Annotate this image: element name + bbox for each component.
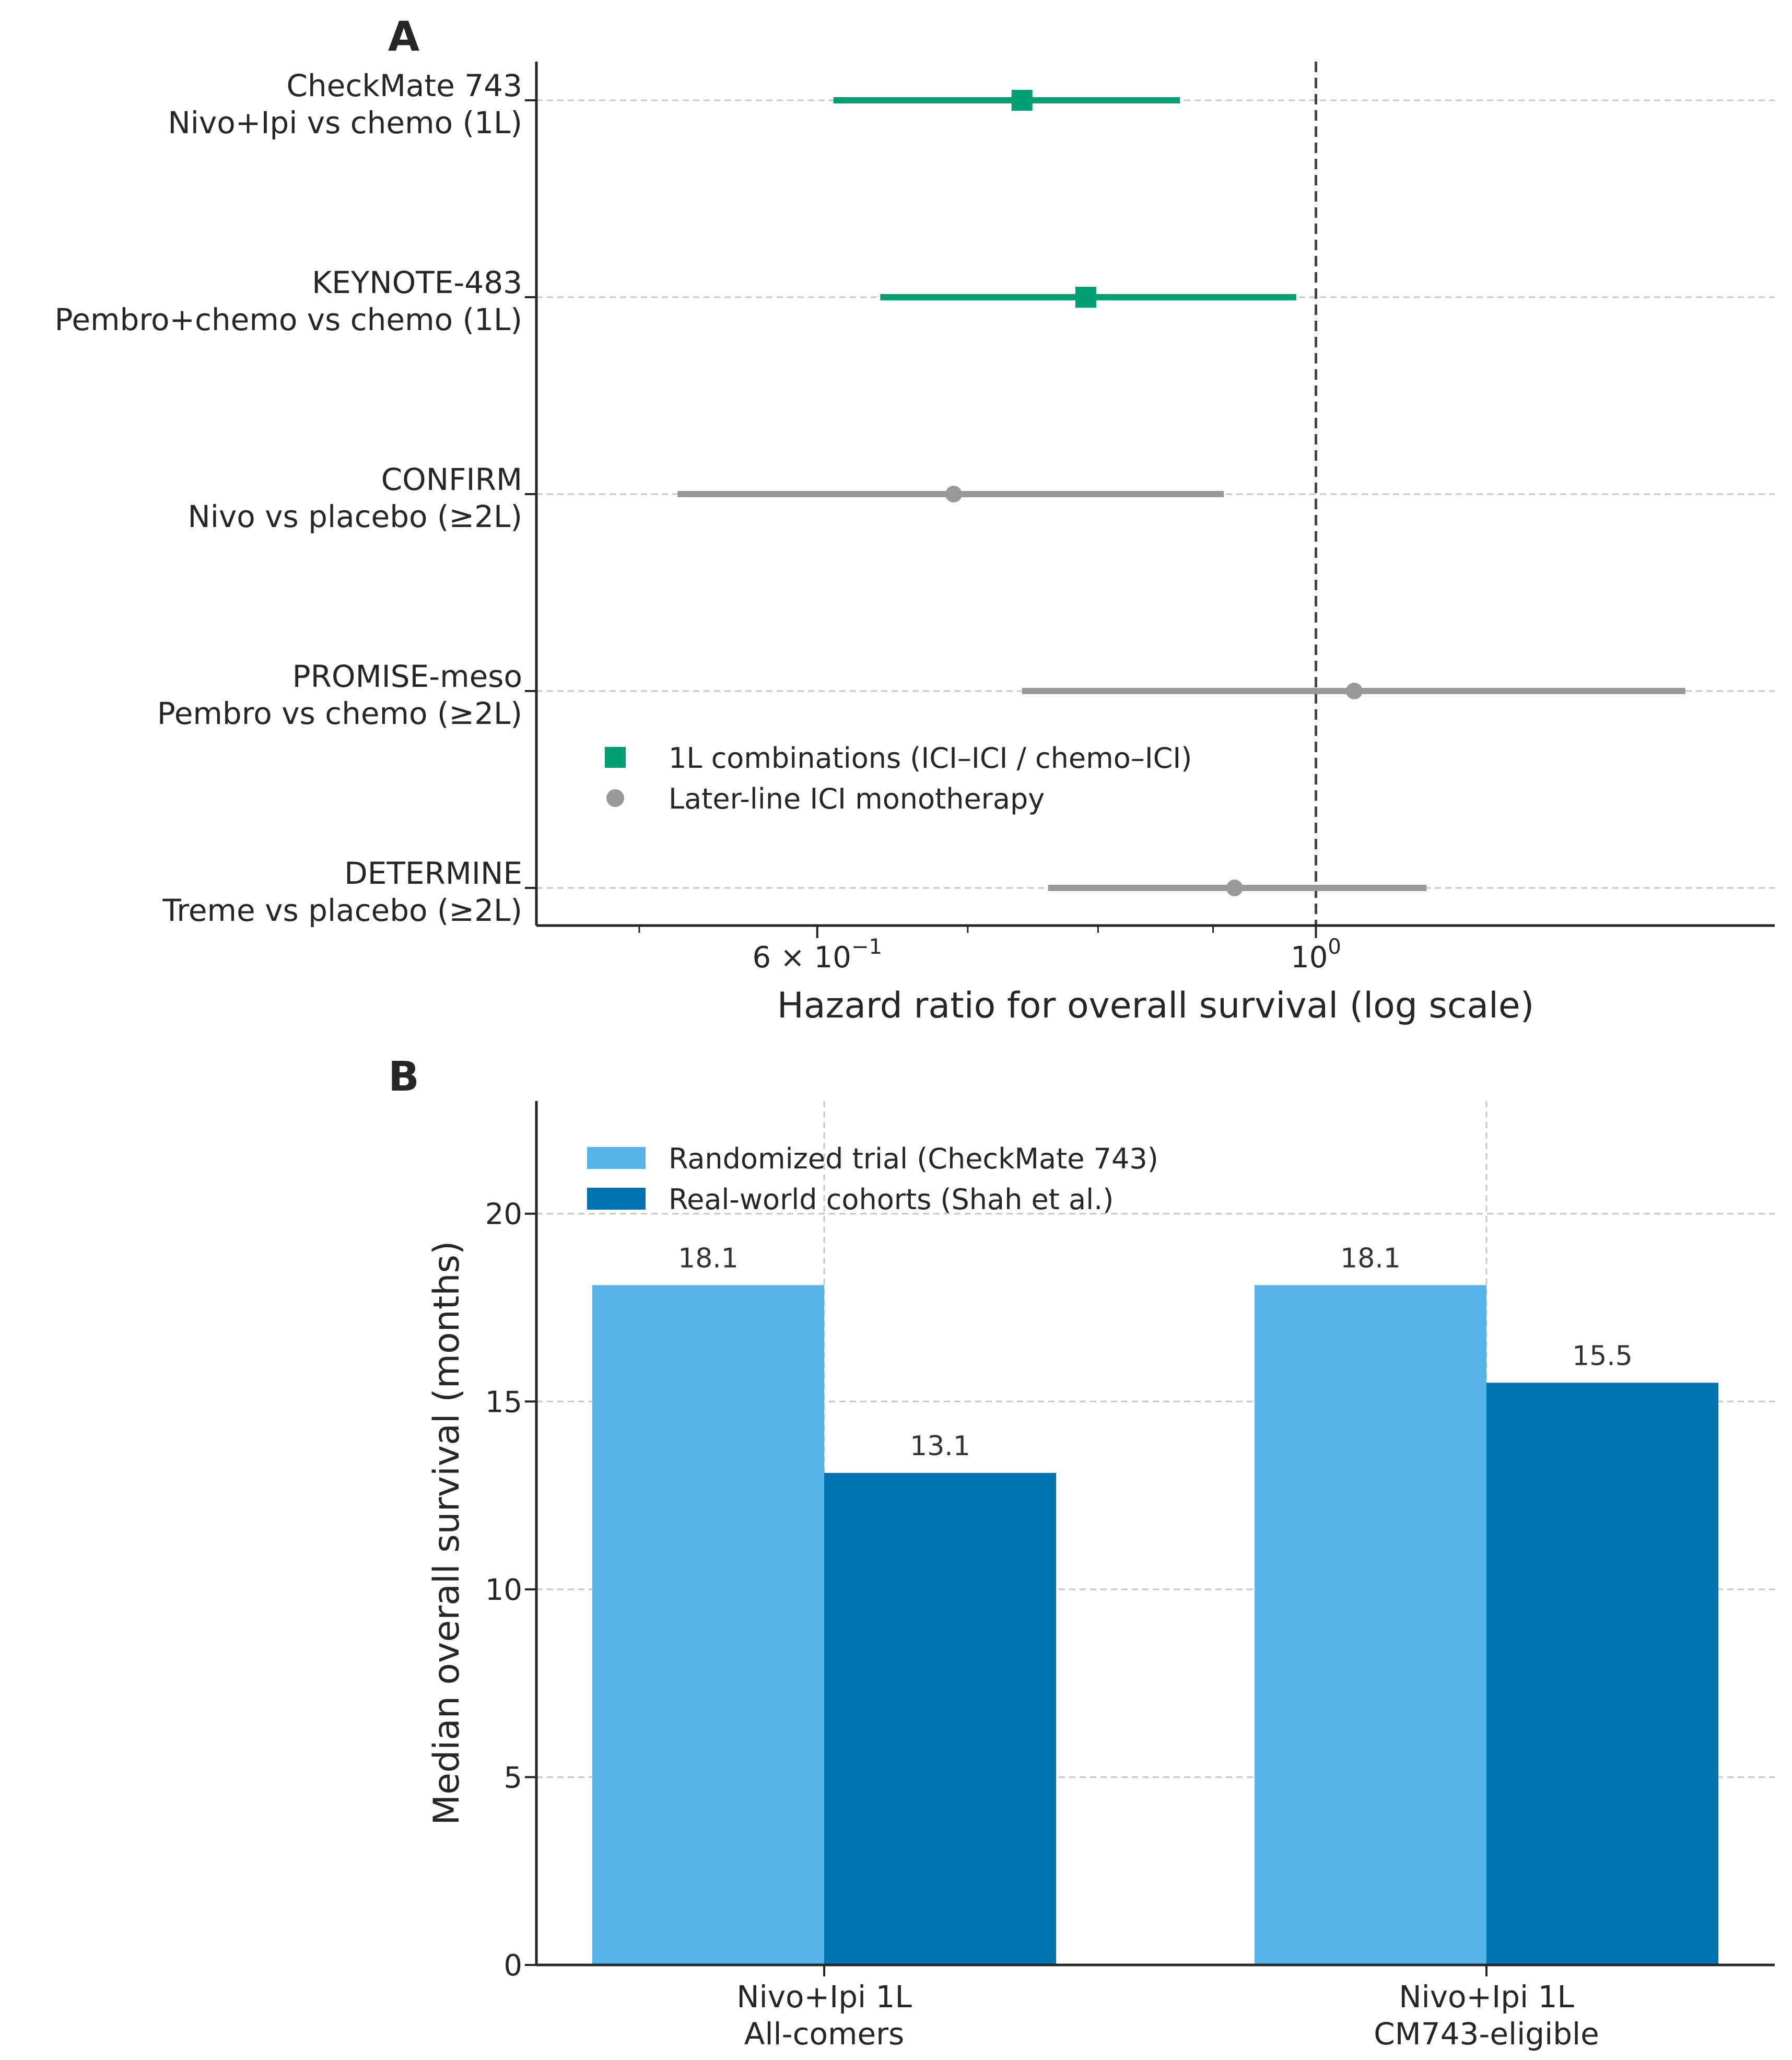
bar-value-label: 15.5 [1572, 1340, 1633, 1372]
study-name-label: CheckMate 743 [286, 68, 522, 103]
point-estimate-square [1011, 90, 1033, 111]
y-tick-label: 20 [485, 1198, 522, 1232]
study-name-label: CONFIRM [381, 462, 522, 497]
point-estimate-circle [1226, 880, 1243, 896]
bar-value-label: 18.1 [1340, 1243, 1401, 1274]
x-tick-label: 6 × 10−1 [753, 935, 882, 975]
study-comparison-label: Nivo vs placebo (≥2L) [188, 499, 522, 534]
study-name-label: PROMISE-meso [292, 659, 522, 694]
study-comparison-label: Treme vs placebo (≥2L) [162, 893, 522, 928]
study-comparison-label: Pembro vs chemo (≥2L) [157, 696, 522, 731]
study-name-label: DETERMINE [344, 856, 522, 891]
bar-value-label: 13.1 [910, 1431, 970, 1462]
category-label-line1: Nivo+Ipi 1L [736, 1979, 912, 2015]
study-comparison-label: Nivo+Ipi vs chemo (1L) [168, 105, 522, 141]
x-tick-exponent: −1 [851, 935, 882, 959]
y-tick-label: 5 [503, 1761, 522, 1795]
bar-value-label: 18.1 [678, 1243, 739, 1274]
legend-marker-circle [606, 789, 624, 807]
bar-real-world [1486, 1383, 1718, 1965]
y-axis-label: Median overall survival (months) [426, 1241, 467, 1825]
bar-randomized-trial [1255, 1285, 1486, 1965]
y-tick-label: 0 [503, 1949, 522, 1983]
legend-swatch [587, 1188, 646, 1210]
legend-label: Real-world cohorts (Shah et al.) [669, 1183, 1114, 1216]
y-tick-label: 15 [485, 1385, 522, 1419]
y-tick-label: 10 [485, 1573, 522, 1607]
legend-label: 1L combinations (ICI–ICI / chemo–ICI) [669, 742, 1192, 775]
point-estimate-circle [945, 486, 962, 502]
legend-label: Later-line ICI monotherapy [669, 782, 1045, 815]
point-estimate-circle [1345, 683, 1363, 699]
panel-label-b: B [388, 1054, 419, 1101]
legend-swatch [587, 1147, 646, 1169]
study-name-label: KEYNOTE-483 [312, 265, 522, 300]
category-label-line2: All-comers [744, 2016, 904, 2052]
panel-label-a: A [388, 14, 419, 61]
x-tick-mantissa: 10 [1291, 941, 1328, 975]
bar-real-world [824, 1472, 1056, 1965]
legend-label: Randomized trial (CheckMate 743) [669, 1142, 1158, 1175]
x-tick-exponent: 0 [1328, 935, 1341, 959]
x-tick-label: 100 [1291, 935, 1341, 975]
category-label-line1: Nivo+Ipi 1L [1399, 1979, 1574, 2015]
x-axis-label: Hazard ratio for overall survival (log s… [777, 985, 1535, 1026]
bar-randomized-trial [592, 1285, 824, 1965]
point-estimate-square [1075, 287, 1096, 308]
category-label-line2: CM743-eligible [1374, 2016, 1599, 2052]
study-comparison-label: Pembro+chemo vs chemo (1L) [54, 302, 522, 337]
legend-marker-square [605, 747, 626, 768]
x-tick-mantissa: 6 × 10 [753, 941, 851, 975]
